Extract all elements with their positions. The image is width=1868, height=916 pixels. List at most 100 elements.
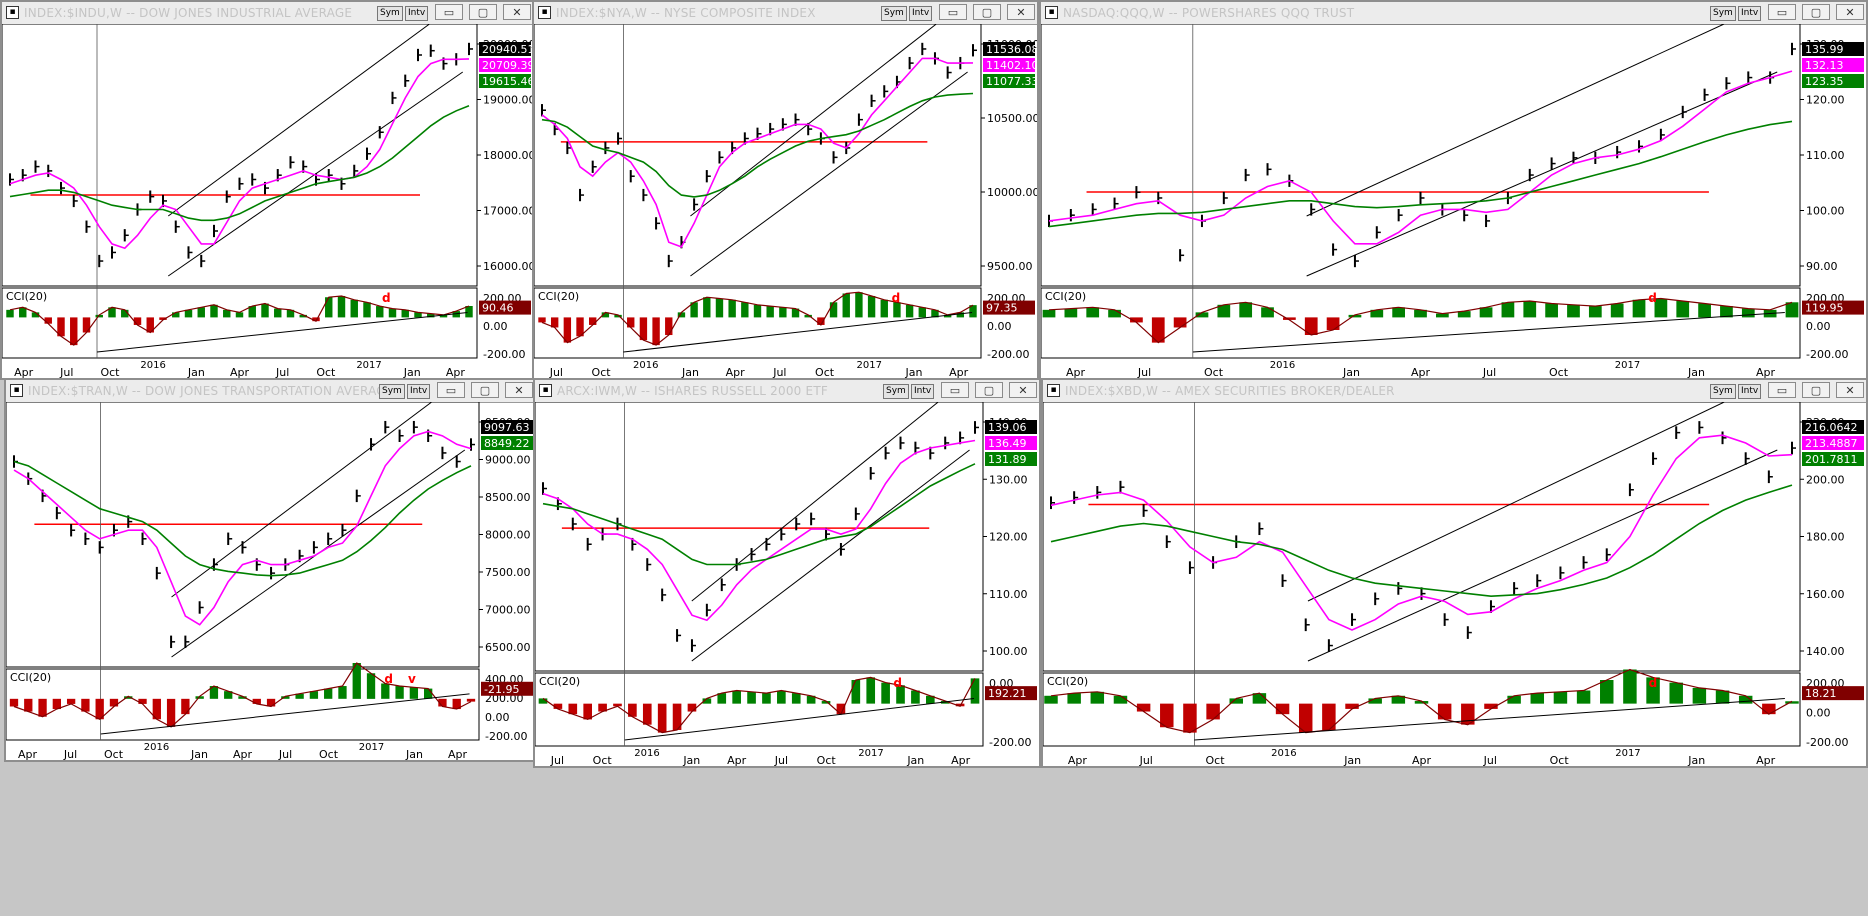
x-tick-label: Jul — [774, 754, 788, 766]
intv-button[interactable]: Intv — [405, 6, 429, 21]
ma-line-1 — [13, 430, 472, 626]
restore-button[interactable]: ▢ — [471, 382, 499, 398]
window-titlebar[interactable]: ▪ INDEX:$XBD,W -- AMEX SECURITIES BROKER/… — [1043, 380, 1866, 403]
chart-window-1: ▪ INDEX:$INDU,W -- DOW JONES INDUSTRIAL A… — [0, 0, 535, 380]
chart-plot: 9500.009000.008500.008000.007500.007000.… — [6, 402, 533, 760]
chart-title: NASDAQ:QQQ,W -- POWERSHARES QQQ TRUST — [1063, 6, 1355, 20]
cci-badge-text: -21.95 — [484, 683, 519, 696]
cci-badge-text: 97.35 — [986, 302, 1018, 315]
cci-badge — [1802, 686, 1864, 701]
minimize-button[interactable]: ▭ — [1768, 382, 1796, 398]
x-year-label: 2017 — [858, 748, 883, 759]
close-button[interactable]: ✕ — [1836, 4, 1864, 20]
cci-tick-label: 0.00 — [1806, 707, 1831, 720]
cci-tick-label: -200.00 — [1806, 736, 1848, 749]
price-badge — [481, 436, 533, 450]
minimize-button[interactable]: ▭ — [1768, 4, 1796, 20]
cci-trendline — [623, 312, 973, 353]
sym-button[interactable]: Sym — [379, 384, 405, 399]
trend-channel-lower — [691, 449, 970, 662]
y-tick-label: 120.00 — [1806, 94, 1845, 107]
close-button[interactable]: ✕ — [1836, 382, 1864, 398]
cci-panel — [2, 287, 478, 359]
sym-button[interactable]: Sym — [377, 6, 403, 21]
minimize-button[interactable]: ▭ — [941, 382, 969, 398]
chart-window-icon[interactable]: ▪ — [538, 6, 551, 19]
intv-button[interactable]: Intv — [909, 6, 933, 21]
window-titlebar[interactable]: ▪ INDEX:$NYA,W -- NYSE COMPOSITE INDEX Sym… — [534, 2, 1037, 25]
window-titlebar[interactable]: ▪ NASDAQ:QQQ,W -- POWERSHARES QQQ TRUST Sy… — [1041, 2, 1866, 25]
chart-window-icon[interactable]: ▪ — [6, 6, 19, 19]
sym-button[interactable]: Sym — [883, 384, 909, 399]
price-badge — [985, 436, 1037, 450]
x-tick-label: Jan — [1687, 754, 1705, 766]
x-tick-label: Apr — [230, 366, 250, 378]
price-badge — [1802, 58, 1864, 72]
restore-button[interactable]: ▢ — [975, 382, 1003, 398]
cci-badge — [479, 300, 531, 315]
price-badge-text: 132.13 — [1805, 59, 1844, 72]
price-badge-text: 19615.46 — [482, 75, 533, 88]
chart-window-icon[interactable]: ▪ — [1047, 384, 1060, 397]
intv-button[interactable]: Intv — [911, 384, 935, 399]
restore-button[interactable]: ▢ — [469, 4, 497, 20]
y-tick-label: 160.00 — [1806, 588, 1845, 601]
sym-button[interactable]: Sym — [881, 6, 907, 21]
chart-window-icon[interactable]: ▪ — [10, 384, 23, 397]
close-button[interactable]: ✕ — [503, 4, 531, 20]
restore-button[interactable]: ▢ — [1802, 382, 1830, 398]
price-badge — [1802, 436, 1864, 450]
x-tick-label: Jul — [1139, 754, 1153, 766]
x-tick-label: Apr — [949, 366, 969, 378]
intv-button[interactable]: Intv — [407, 384, 431, 399]
cci-label: CCI(20) — [6, 290, 47, 303]
y-tick-label: 10500.00 — [987, 112, 1037, 125]
close-button[interactable]: ✕ — [1007, 4, 1035, 20]
intv-button[interactable]: Intv — [1738, 384, 1762, 399]
ma-line-1 — [1050, 434, 1793, 631]
window-titlebar[interactable]: ▪ INDEX:$TRAN,W -- DOW JONES TRANSPORTATI… — [6, 380, 535, 403]
cci-line — [1048, 297, 1793, 344]
intv-button[interactable]: Intv — [1738, 6, 1762, 21]
x-tick-label: Oct — [1206, 754, 1226, 766]
minimize-button[interactable]: ▭ — [437, 382, 465, 398]
sym-button[interactable]: Sym — [1710, 6, 1736, 21]
chart-window-icon[interactable]: ▪ — [539, 384, 552, 397]
chart-window-icon[interactable]: ▪ — [1045, 6, 1058, 19]
price-badge-text: 201.7811 — [1805, 453, 1858, 466]
x-year-label: 2017 — [1615, 748, 1640, 759]
cci-label: CCI(20) — [1047, 675, 1088, 688]
chart-plot: 220.00200.00180.00160.00140.00216.064221… — [1043, 402, 1864, 766]
chart-window-6: ▪ INDEX:$XBD,W -- AMEX SECURITIES BROKER/… — [1041, 378, 1868, 768]
ma-line-2 — [9, 105, 470, 222]
minimize-button[interactable]: ▭ — [939, 4, 967, 20]
x-tick-label: Apr — [951, 754, 971, 766]
sym-button[interactable]: Sym — [1710, 384, 1736, 399]
price-badge — [1802, 74, 1864, 88]
price-badge-text: 136.49 — [988, 437, 1027, 450]
cci-trendline — [100, 693, 470, 735]
cci-tick-label: 0.00 — [1806, 320, 1831, 333]
x-year-label: 2016 — [1271, 748, 1296, 759]
cci-tick-label: 0.00 — [483, 320, 508, 333]
x-tick-label: Oct — [593, 754, 613, 766]
restore-button[interactable]: ▢ — [973, 4, 1001, 20]
close-button[interactable]: ✕ — [1009, 382, 1037, 398]
cci-divergence-mark: d — [893, 676, 902, 690]
x-tick-label: Jan — [1342, 366, 1360, 378]
restore-button[interactable]: ▢ — [1802, 4, 1830, 20]
y-tick-label: 180.00 — [1806, 531, 1845, 544]
price-badge — [1802, 42, 1864, 56]
price-panel — [1043, 402, 1801, 672]
x-tick-label: Jul — [278, 748, 292, 760]
y-tick-label: 18000.00 — [483, 149, 533, 162]
close-button[interactable]: ✕ — [505, 382, 533, 398]
window-titlebar[interactable]: ▪ ARCX:IWM,W -- ISHARES RUSSELL 2000 ETF S… — [535, 380, 1039, 403]
x-tick-label: Apr — [18, 748, 38, 760]
minimize-button[interactable]: ▭ — [435, 4, 463, 20]
ma-line-2 — [541, 92, 974, 198]
cci-trendline — [1194, 698, 1785, 741]
window-titlebar[interactable]: ▪ INDEX:$INDU,W -- DOW JONES INDUSTRIAL A… — [2, 2, 533, 25]
price-badge-text: 20940.51 — [482, 43, 533, 56]
cci-badge-text: 90.46 — [482, 302, 514, 315]
